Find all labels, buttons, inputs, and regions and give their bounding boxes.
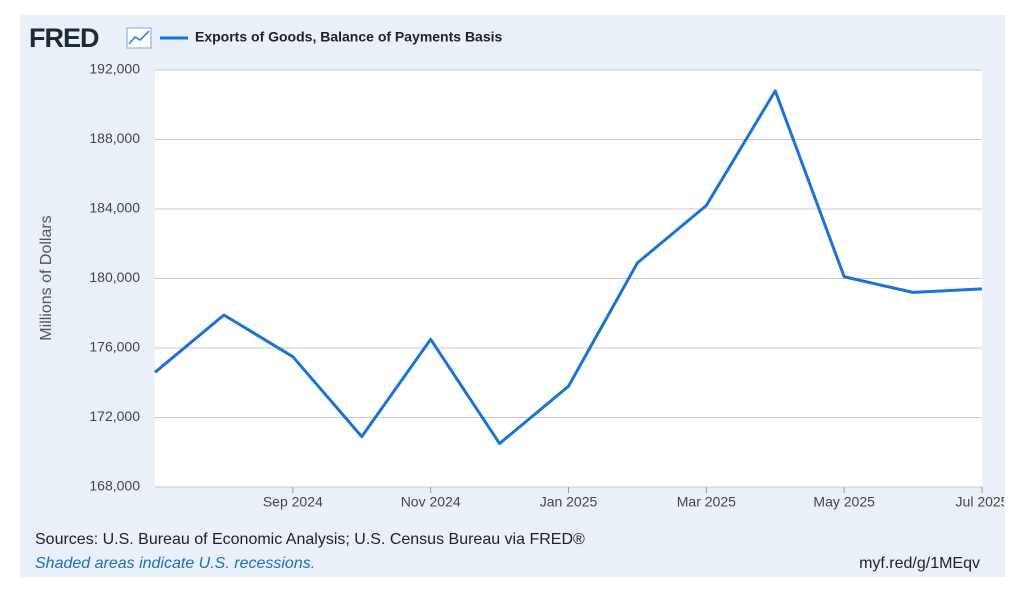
- y-tick-label: 188,000: [89, 130, 140, 146]
- y-tick-label: 168,000: [89, 478, 140, 494]
- x-tick-label: Nov 2024: [401, 494, 461, 510]
- y-tick-label: 176,000: [89, 339, 140, 355]
- source: Sources: U.S. Bureau of Economic Analysi…: [35, 531, 585, 548]
- x-tick-label: Mar 2025: [677, 494, 736, 510]
- x-tick-label: Jan 2025: [540, 494, 598, 510]
- y-tick-label: 180,000: [89, 269, 140, 285]
- x-ticks: Sep 2024 Nov 2024 Jan 2025 Mar 2025 May 2025…: [263, 494, 1009, 510]
- y-tick-label: 192,000: [89, 61, 140, 77]
- x-tick-label: Jul 2025: [956, 494, 1009, 510]
- legend-label: Exports of Goods, Balance of Payments Ba…: [195, 29, 503, 45]
- link[interactable]: myf.red/g/1MEqv: [859, 555, 980, 572]
- logo: FRED: [29, 23, 99, 53]
- note: Shaded areas indicate U.S. recessions.: [35, 555, 315, 572]
- logo-icon: [126, 27, 152, 49]
- y-tick-label: 184,000: [89, 200, 140, 216]
- x-tick-label: May 2025: [813, 494, 875, 510]
- y-tick-label: 172,000: [89, 408, 140, 424]
- x-tick-label: Sep 2024: [263, 494, 323, 510]
- y-axis-label: Millions of Dollars: [38, 215, 55, 340]
- series-line: [154, 89, 983, 446]
